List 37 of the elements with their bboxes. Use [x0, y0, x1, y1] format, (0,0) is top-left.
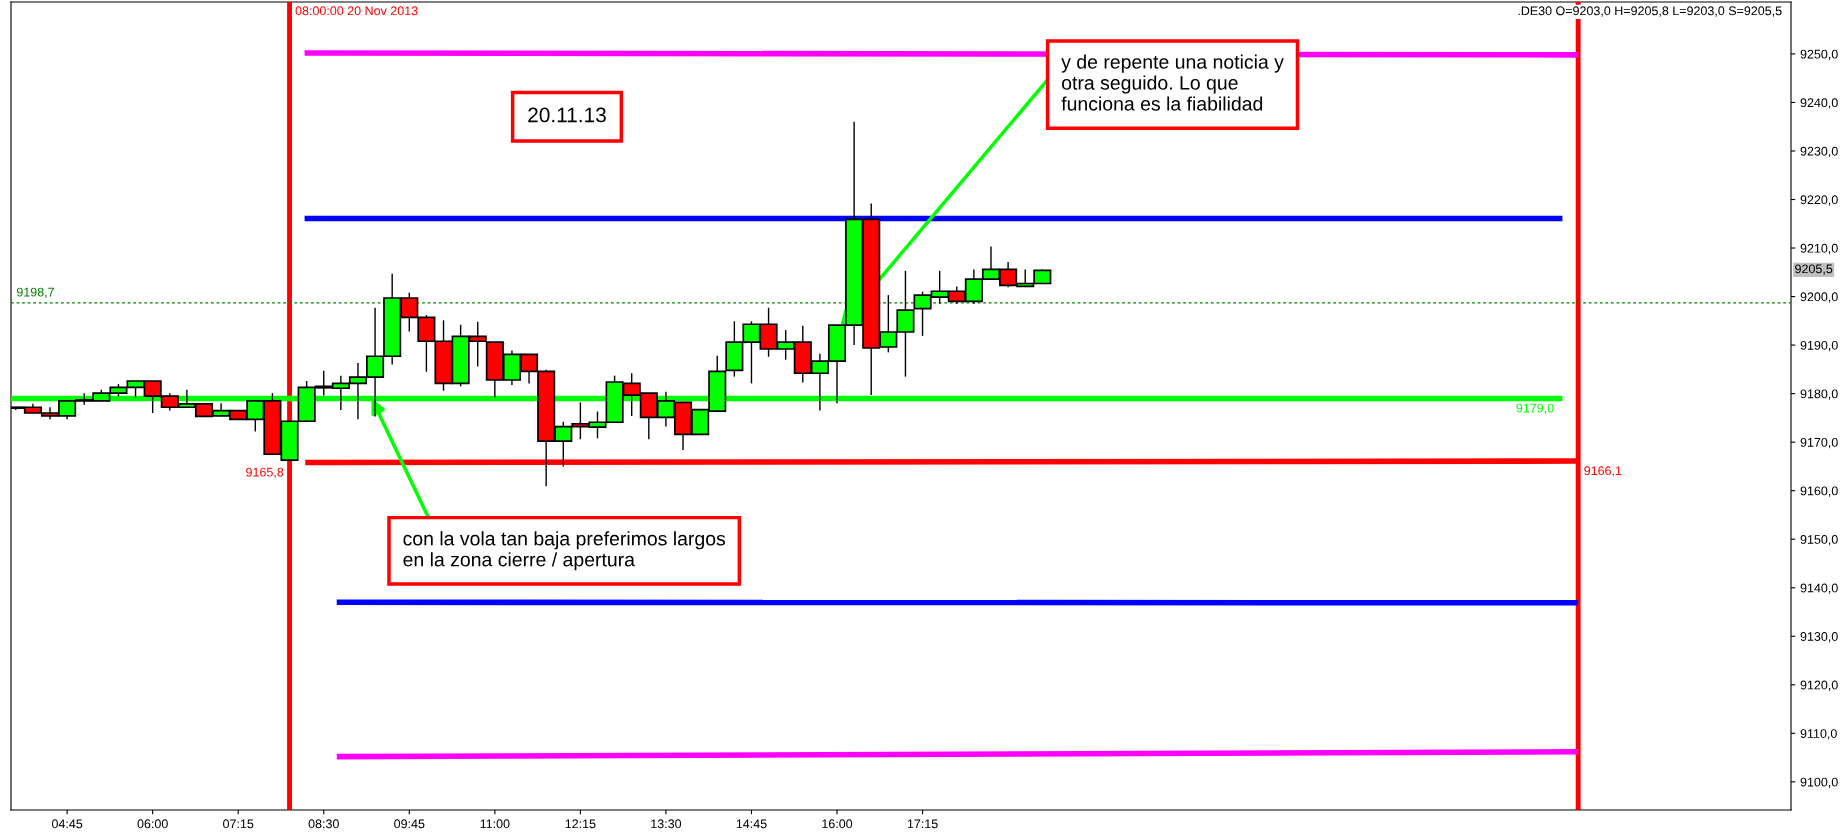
x-tick-label: 16:00 [822, 819, 853, 829]
annotation: .DE30 O=9203,0 H=9205,8 L=9203,0 S=9205,5 [1518, 6, 1782, 17]
y-tick-label: 9110,0 [1800, 729, 1837, 740]
annotation: 9179,0 [1516, 403, 1554, 414]
y-tick-label: 9160,0 [1800, 486, 1838, 497]
x-tick-label: 07:15 [223, 819, 254, 829]
x-tick-label: 12:15 [565, 819, 596, 829]
annotation: y de repente una noticia y otra seguido. Lo que funciona es la fiabilidad [1061, 54, 1284, 111]
annotation: 9205,5 [1795, 264, 1833, 275]
x-tick-label: 08:30 [308, 819, 339, 829]
y-tick-label: 9230,0 [1800, 146, 1838, 158]
y-tick-label: 9190,0 [1800, 340, 1838, 352]
y-tick-label: 9220,0 [1800, 195, 1838, 206]
x-tick-label: 13:30 [651, 819, 682, 829]
x-tick-label: 17:15 [907, 819, 938, 829]
y-tick-label: 9140,0 [1800, 583, 1838, 594]
x-tick-label: 04:45 [51, 819, 83, 829]
annotation: 9165,8 [246, 467, 284, 479]
y-tick-label: 9120,0 [1800, 680, 1838, 691]
x-tick-label: 11:00 [480, 819, 510, 829]
x-tick-label: 09:45 [394, 819, 425, 829]
y-tick-label: 9170,0 [1800, 437, 1838, 449]
annotation: 20.11.13 [528, 107, 606, 123]
ref-line-label: 08:00:00 20 Nov 2013 [295, 6, 418, 16]
y-tick-label: 9150,0 [1800, 535, 1838, 546]
y-tick-label: 9130,0 [1800, 632, 1838, 643]
y-tick-label: 9200,0 [1800, 292, 1838, 303]
y-tick-label: 9100,0 [1800, 777, 1838, 788]
x-tick-label: 06:00 [137, 819, 168, 829]
y-tick-label: 9250,0 [1800, 49, 1838, 61]
annotation: con la vola tan baja preferimos largos en la zona cierre / apertura [403, 531, 726, 571]
y-tick-label: 9180,0 [1800, 389, 1838, 400]
y-tick-label: 9210,0 [1800, 243, 1838, 255]
ref-line-label: 9198,7 [16, 287, 54, 298]
x-tick-label: 14:45 [736, 819, 767, 829]
y-tick-label: 9240,0 [1800, 98, 1838, 109]
annotation: 9166,1 [1584, 466, 1622, 477]
